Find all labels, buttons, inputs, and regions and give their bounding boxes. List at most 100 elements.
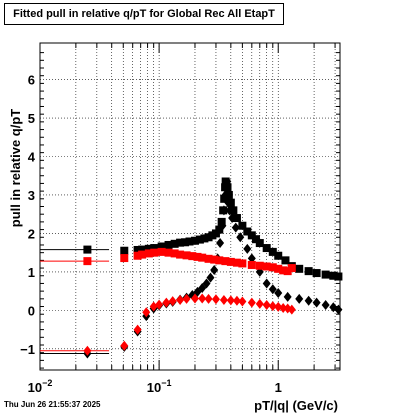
x-tick-label: 1 <box>275 380 282 395</box>
y-tick-label: −1 <box>20 342 35 357</box>
data-point <box>262 299 271 310</box>
data-point <box>206 272 215 283</box>
data-point <box>295 293 304 304</box>
data-point <box>255 239 264 248</box>
data-point <box>133 251 142 260</box>
data-point <box>182 251 191 260</box>
data-point <box>334 304 343 315</box>
y-tick-label: 5 <box>28 111 35 126</box>
data-point <box>321 270 330 279</box>
data-point <box>274 288 283 299</box>
x-tick-label: 10−2 <box>28 378 53 395</box>
data-point <box>204 254 213 263</box>
data-point <box>83 257 92 266</box>
data-point <box>176 238 185 247</box>
data-point <box>247 231 256 240</box>
data-point <box>198 253 207 262</box>
data-point <box>200 234 209 243</box>
data-point <box>232 258 241 267</box>
data-point <box>262 262 271 271</box>
data-point <box>188 252 197 261</box>
data-point <box>312 269 321 278</box>
data-point <box>138 245 147 254</box>
data-point <box>181 238 190 247</box>
data-point <box>226 295 235 306</box>
y-tick-label: 4 <box>28 149 36 164</box>
data-point <box>268 301 277 312</box>
data-point <box>195 235 204 244</box>
data-point <box>243 243 252 254</box>
data-point <box>268 284 277 295</box>
data-point <box>150 248 159 257</box>
data-point <box>255 298 264 309</box>
data-point <box>210 264 219 275</box>
data-point <box>155 299 164 310</box>
data-point <box>279 266 288 275</box>
data-point <box>216 238 225 249</box>
grid-lines <box>40 43 340 370</box>
data-point <box>329 271 338 280</box>
data-point <box>215 225 224 234</box>
data-point <box>176 294 185 305</box>
x-tick-label: 10−1 <box>147 378 172 395</box>
data-point <box>262 278 271 289</box>
data-point <box>283 267 292 276</box>
data-point <box>231 222 240 233</box>
y-tick-label: 3 <box>28 188 35 203</box>
plot-frame <box>39 42 341 371</box>
data-point <box>204 293 213 304</box>
data-point <box>262 244 271 253</box>
y-axis-label: pull in relative q/pT <box>8 109 23 228</box>
data-point <box>268 263 277 272</box>
data-point <box>220 194 229 203</box>
data-point <box>182 293 191 304</box>
data-points <box>40 177 343 359</box>
data-point <box>120 246 129 255</box>
data-point <box>219 294 228 305</box>
x-axis-label: pT/|q| (GeV/c) <box>254 398 338 413</box>
data-point <box>164 248 173 257</box>
data-point <box>133 324 142 335</box>
data-point <box>168 296 177 307</box>
timestamp-footer: Thu Jun 26 21:55:37 2025 <box>4 400 101 409</box>
data-point <box>287 264 296 273</box>
data-point <box>193 252 202 261</box>
data-point <box>295 264 304 273</box>
data-point <box>138 250 147 259</box>
data-point <box>274 251 283 260</box>
data-point <box>144 249 153 258</box>
data-point <box>218 220 227 231</box>
data-point <box>312 297 321 308</box>
axes <box>39 42 341 371</box>
data-point <box>247 260 256 269</box>
data-point <box>334 272 343 281</box>
data-point <box>202 278 211 289</box>
data-point <box>224 197 233 208</box>
data-point <box>236 232 245 243</box>
data-point <box>219 205 228 216</box>
data-point <box>281 256 290 265</box>
data-point <box>198 283 207 294</box>
data-point <box>133 245 142 254</box>
data-point <box>321 299 330 310</box>
data-point <box>142 307 151 318</box>
data-point <box>226 257 235 266</box>
data-point <box>190 236 199 245</box>
data-point <box>232 214 241 223</box>
data-point <box>120 254 129 263</box>
data-point <box>83 345 92 356</box>
data-point <box>279 303 288 314</box>
data-point <box>232 295 241 306</box>
data-point <box>268 247 277 256</box>
data-point <box>274 301 283 312</box>
y-tick-label: 2 <box>28 226 35 241</box>
data-point <box>198 293 207 304</box>
data-point <box>243 227 252 236</box>
tick-marks <box>39 43 340 370</box>
data-point <box>190 293 199 304</box>
data-point <box>144 244 153 253</box>
data-point <box>225 205 234 216</box>
tick-labels: −1 0 1 2 3 4 5 6 10−2 10−1 1 <box>20 73 282 395</box>
data-point <box>210 255 219 264</box>
